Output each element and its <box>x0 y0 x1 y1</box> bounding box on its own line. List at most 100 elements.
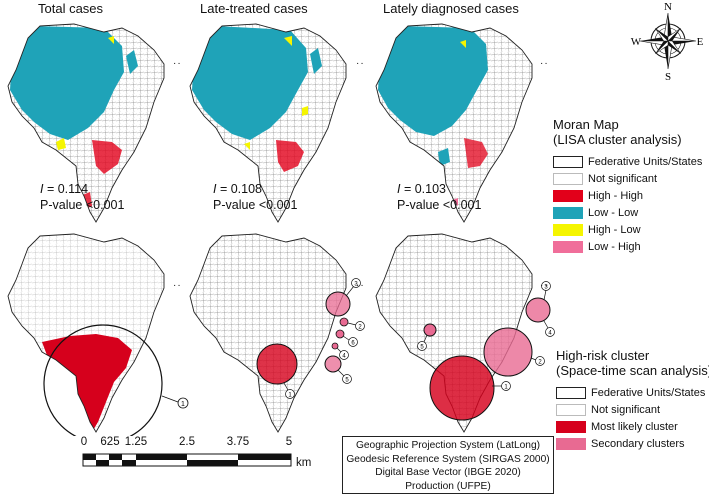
map-offshore-dots: ·· <box>540 280 549 291</box>
map-offshore-dots: ·· <box>540 58 549 69</box>
scan-map-total: 1 <box>7 233 189 436</box>
legend-label: High - High <box>588 190 644 202</box>
cluster-id-marker <box>285 389 295 399</box>
compass-rose-icon: N S W E <box>631 1 704 82</box>
cluster-id-marker <box>177 397 189 409</box>
cluster-id: 4 <box>548 331 552 337</box>
scale-bar <box>82 453 292 467</box>
p-value: P-value <0.001 <box>397 198 482 212</box>
metadata-line-production: Production (UFPE) <box>405 480 491 492</box>
high-low-patch <box>244 142 250 150</box>
scale-unit: km <box>296 457 312 469</box>
scale-tick-label: 3.75 <box>226 436 250 448</box>
moran-i-label: I <box>40 182 44 196</box>
map-title-lately-diagnosed: Lately diagnosed cases <box>383 1 519 16</box>
legend-item-not-significant: Not significant <box>556 403 660 417</box>
cluster-id: 5 <box>420 345 424 351</box>
cluster-id: 2 <box>358 325 362 331</box>
compass-e: E <box>697 36 704 48</box>
cluster-id: 3 <box>544 285 548 291</box>
high-high-region <box>464 138 488 168</box>
cluster-id-marker <box>541 281 551 291</box>
compass-n: N <box>664 1 672 13</box>
legend-item-secondary-clusters: Secondary clusters <box>556 437 685 451</box>
secondary-cluster <box>331 342 339 350</box>
high-low-patch <box>302 106 308 116</box>
low-low-region <box>10 26 124 140</box>
legend-item-low-low: Low - Low <box>553 206 638 220</box>
scan-legend-title-line1: High-risk cluster <box>556 348 650 363</box>
most-likely-cluster <box>256 343 298 385</box>
map-title-late-treated: Late-treated cases <box>200 1 308 16</box>
cluster-id-marker <box>501 381 511 391</box>
moran-i-label: I <box>397 182 401 196</box>
high-high-region <box>92 140 122 174</box>
legend-item-low-high: Low - High <box>553 240 641 254</box>
secondary-cluster <box>325 291 351 317</box>
cluster-id: 6 <box>351 341 355 347</box>
scale-tick-label: 2.5 <box>179 436 195 448</box>
cluster-id-marker <box>545 327 555 337</box>
high-high-region <box>276 140 304 172</box>
most-likely-cluster <box>429 355 495 421</box>
low-low-patch <box>126 50 138 74</box>
cluster-id: 1 <box>288 393 292 399</box>
low-low-region <box>378 26 488 136</box>
moran-legend-title-line2: (LISA cluster analysis) <box>553 132 682 147</box>
cluster-id-marker <box>417 341 427 351</box>
moran-i-value: = 0.103 <box>400 182 447 196</box>
map-title-total-cases: Total cases <box>38 1 104 16</box>
legend-swatch <box>553 173 583 185</box>
cluster-id: 1 <box>504 385 508 391</box>
legend-swatch <box>553 190 583 202</box>
moran-legend-title-line1: Moran Map <box>553 117 619 132</box>
low-low-patch <box>438 148 450 166</box>
legend-label: Low - Low <box>588 207 639 219</box>
legend-swatch <box>556 404 586 416</box>
high-low-patch <box>460 40 466 48</box>
moran-i-value: = 0.108 <box>216 182 263 196</box>
cluster-id: 3 <box>354 282 358 288</box>
secondary-cluster <box>423 323 437 337</box>
cluster-id: 5 <box>345 378 349 384</box>
low-low-patch <box>310 48 322 74</box>
cluster-id-marker <box>351 278 361 288</box>
legend-swatch <box>553 207 583 219</box>
moran-legend: Federative Units/States Not significant … <box>553 155 709 255</box>
legend-item-high-low: High - Low <box>553 223 641 237</box>
secondary-cluster <box>339 317 349 327</box>
cluster-id: 4 <box>342 354 346 360</box>
legend-swatch <box>553 241 583 253</box>
p-value: P-value <0.001 <box>40 198 125 212</box>
metadata-line-base-vector: Digital Base Vector (IBGE 2020) <box>375 467 521 478</box>
scale-tick-label: 5 <box>285 436 293 448</box>
scale-tick-label: 0 <box>80 436 88 448</box>
secondary-cluster <box>335 329 345 339</box>
cluster-id-marker <box>348 337 358 347</box>
moran-map-late-treated <box>189 23 347 223</box>
moran-i-value: = 0.114 <box>43 182 89 196</box>
scan-map-lately-diagnosed: 3 4 2 5 1 <box>375 233 555 433</box>
cluster-id-marker <box>355 321 365 331</box>
scan-legend-title-line2: (Space-time scan analysis) <box>556 363 709 378</box>
most-likely-cluster-region <box>42 334 132 432</box>
cluster-id-marker <box>535 356 545 366</box>
legend-label: Secondary clusters <box>591 438 685 450</box>
high-low-patch <box>284 36 292 46</box>
cluster-id-marker <box>342 374 352 384</box>
cluster-id-marker <box>339 350 349 360</box>
map-offshore-dots: ·· <box>356 58 365 69</box>
secondary-cluster <box>324 355 342 373</box>
high-low-patch <box>56 138 66 150</box>
map-offshore-dots: ·· <box>173 58 182 69</box>
scale-tick-label: 625 <box>100 436 120 448</box>
legend-label: Not significant <box>591 404 661 416</box>
scan-legend-title: High-risk cluster (Space-time scan analy… <box>556 348 709 378</box>
compass-w: W <box>631 36 642 48</box>
scale-tick-label: 1.25 <box>124 436 148 448</box>
moran-stat-lately-diagnosed: I = 0.103 P-value <0.001 <box>397 181 481 213</box>
legend-item-federative-units: Federative Units/States <box>553 155 702 169</box>
moran-legend-title: Moran Map (LISA cluster analysis) <box>553 117 682 147</box>
legend-label: High - Low <box>588 224 641 236</box>
moran-map-total <box>7 23 165 223</box>
